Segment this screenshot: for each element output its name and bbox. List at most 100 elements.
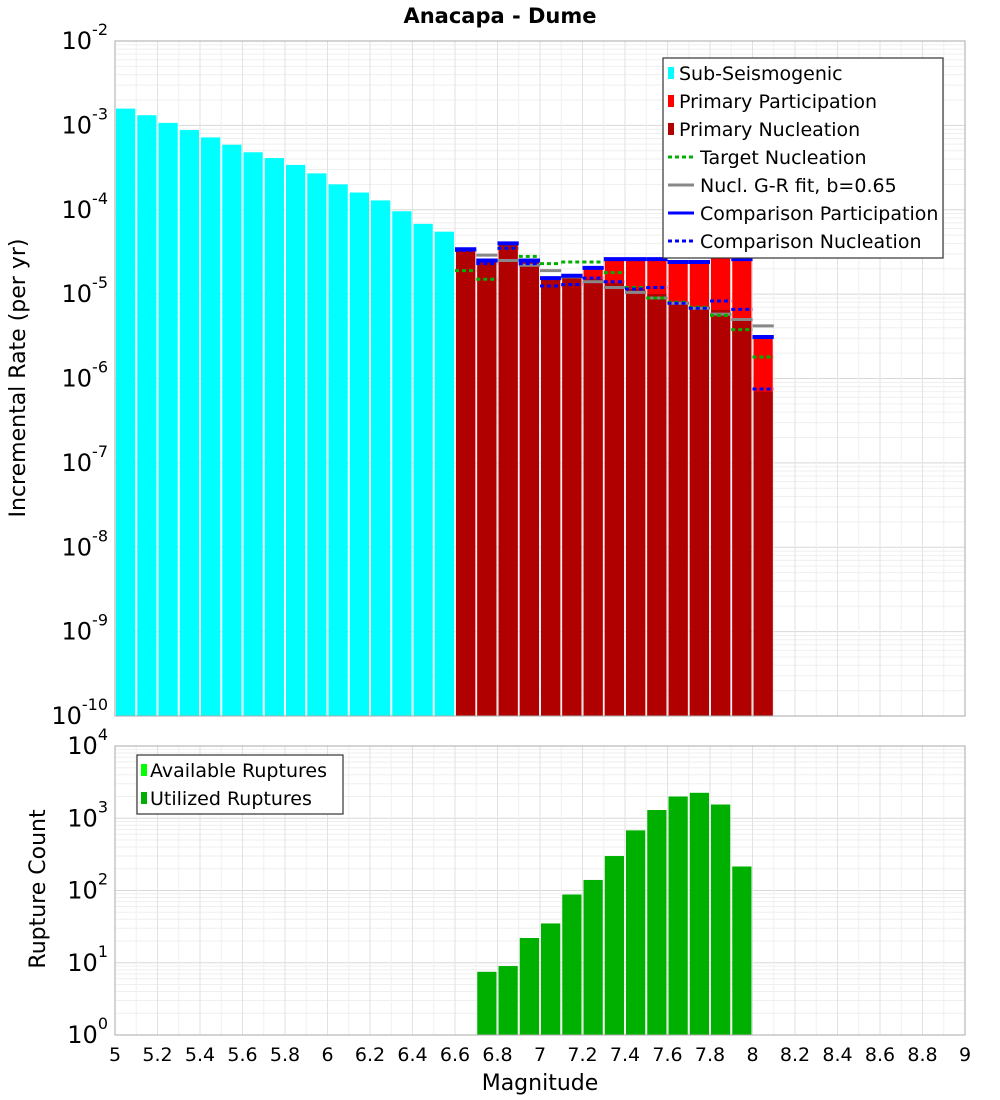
sub-seismogenic-bar <box>307 173 327 716</box>
x-tick-label: 7.2 <box>567 1044 597 1066</box>
legend-label: Available Ruptures <box>150 760 327 782</box>
sub-seismogenic-bar <box>349 192 369 717</box>
sub-seismogenic-bar <box>137 115 157 716</box>
x-tick-label: 6.6 <box>440 1044 470 1066</box>
utilized-ruptures-bar <box>626 830 646 1035</box>
legend-label: Nucl. G-R fit, b=0.65 <box>700 175 897 197</box>
top-plot-area: 10-10 10-9 10-8 10-7 10-6 10-5 10-4 10-3 10-2 Sub… <box>51 20 966 730</box>
x-tick-label: 7.6 <box>652 1044 682 1066</box>
legend-box <box>136 754 344 815</box>
bottom-legend: Available Ruptures Utilized Ruptures <box>136 754 344 815</box>
legend-swatch <box>668 67 674 79</box>
y-tick-label: 101 <box>67 942 108 977</box>
utilized-ruptures-bar <box>541 923 561 1035</box>
x-tick-label: 7 <box>534 1044 546 1066</box>
legend-swatch <box>141 764 147 776</box>
y-tick-label: 10-7 <box>62 442 109 477</box>
y-tick-label: 10-3 <box>62 104 109 139</box>
x-tick-label: 5.8 <box>270 1044 300 1066</box>
legend-label: Primary Participation <box>679 91 877 113</box>
sub-seismogenic-bar <box>179 130 199 717</box>
utilized-ruptures-bar <box>689 792 709 1035</box>
x-tick-label: 9 <box>959 1044 971 1066</box>
sub-seismogenic-bar <box>392 211 412 717</box>
primary-nucleation-bar <box>456 250 476 717</box>
utilized-ruptures-bar <box>668 796 688 1035</box>
sub-seismogenic-bar <box>243 152 263 716</box>
primary-nucleation-bar <box>732 319 752 716</box>
sub-seismogenic-bar <box>222 144 242 717</box>
utilized-ruptures-bar <box>477 971 497 1035</box>
utilized-ruptures-bar <box>498 966 518 1035</box>
legend-label: Primary Nucleation <box>679 119 860 141</box>
x-tick-label: 6.4 <box>397 1044 427 1066</box>
utilized-ruptures-bar <box>604 856 624 1035</box>
x-tick-label: 8 <box>746 1044 758 1066</box>
sub-seismogenic-bar <box>158 122 178 716</box>
primary-nucleation-bar <box>668 302 688 716</box>
y-tick-label: 100 <box>67 1014 108 1049</box>
bottom-y-axis-label: Rupture Count <box>26 809 51 969</box>
x-axis-label: Magnitude <box>482 1071 599 1096</box>
sub-seismogenic-bar <box>434 231 454 716</box>
primary-nucleation-bar <box>753 391 773 716</box>
legend-label: Target Nucleation <box>699 147 867 169</box>
sub-seismogenic-bar <box>328 184 348 717</box>
utilized-ruptures-bar <box>583 879 603 1035</box>
sub-seismogenic-bar <box>286 164 306 716</box>
y-tick-label: 10-9 <box>62 611 109 646</box>
x-tick-label: 6.8 <box>482 1044 512 1066</box>
legend-swatch <box>141 792 147 804</box>
legend-box <box>662 57 944 259</box>
legend-label: Comparison Participation <box>700 203 938 225</box>
sub-seismogenic-bar <box>264 158 284 716</box>
sub-seismogenic-bar <box>116 108 136 717</box>
x-tick-label: 6.2 <box>355 1044 385 1066</box>
y-tick-label: 104 <box>67 725 108 760</box>
x-tick-label: 5.4 <box>185 1044 215 1066</box>
y-tick-label: 10-2 <box>62 20 109 55</box>
top-legend: Sub-Seismogenic Primary Participation Prim… <box>662 57 944 259</box>
plot-border <box>114 40 966 717</box>
bottom-plot-area: 100 101 102 103 104 Available Ruptures Utilize… <box>67 725 971 1066</box>
x-tick-label: 5 <box>109 1044 121 1066</box>
x-tick-label: 8.8 <box>907 1044 937 1066</box>
y-tick-label: 10-4 <box>62 189 109 224</box>
sub-seismogenic-bar <box>413 223 433 716</box>
sub-seismogenic-bar <box>201 137 221 716</box>
legend-label: Comparison Nucleation <box>700 231 922 253</box>
x-tick-label: 6 <box>321 1044 333 1066</box>
utilized-ruptures-bar <box>732 866 752 1035</box>
primary-nucleation-bar <box>626 289 646 716</box>
y-tick-label: 102 <box>67 870 108 905</box>
x-tick-label: 7.8 <box>695 1044 725 1066</box>
primary-nucleation-bar <box>711 309 731 716</box>
y-tick-label: 10-8 <box>62 526 109 561</box>
utilized-ruptures-bar <box>562 894 582 1035</box>
primary-nucleation-bar <box>647 294 667 716</box>
primary-nucleation-bar <box>562 276 582 716</box>
primary-nucleation-bar <box>604 283 624 716</box>
chart-title: Anacapa - Dume <box>403 4 596 28</box>
x-tick-label: 7.4 <box>610 1044 640 1066</box>
legend-swatch <box>668 95 674 107</box>
x-tick-label: 8.6 <box>865 1044 895 1066</box>
sub-seismogenic-bar <box>371 200 391 716</box>
legend-label: Sub-Seismogenic <box>679 63 843 85</box>
primary-nucleation-bar <box>519 262 539 716</box>
utilized-ruptures-bar <box>647 810 667 1035</box>
utilized-ruptures-bar <box>519 938 539 1035</box>
y-tick-label: 10-10 <box>51 695 108 730</box>
top-y-axis-label: Incremental Rate (per yr) <box>6 239 31 518</box>
y-tick-label: 103 <box>67 797 108 832</box>
legend-swatch <box>668 123 674 135</box>
x-tick-label: 8.2 <box>780 1044 810 1066</box>
primary-nucleation-bar <box>477 262 497 716</box>
primary-nucleation-bar <box>689 307 709 716</box>
legend-label: Utilized Ruptures <box>150 788 312 810</box>
utilized-ruptures-bar <box>711 804 731 1035</box>
plot-border <box>114 745 966 1036</box>
y-tick-label: 10-5 <box>62 273 109 308</box>
